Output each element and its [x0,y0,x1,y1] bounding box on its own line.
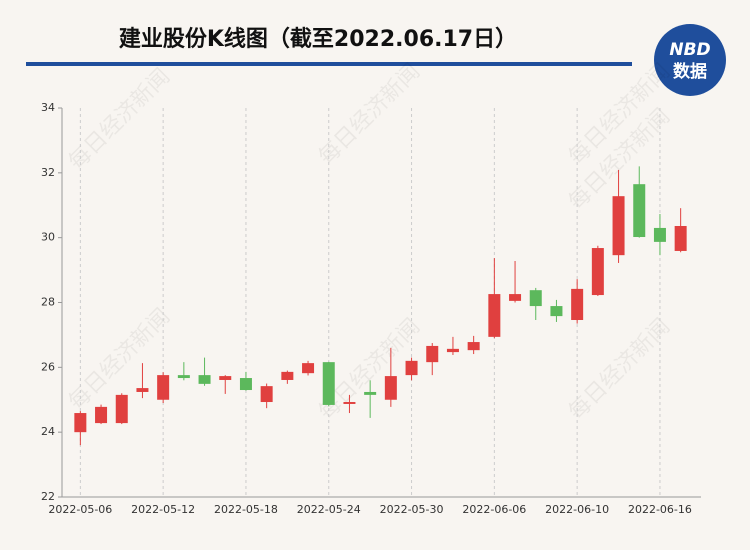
y-tick-label: 22 [41,490,55,503]
candle-body [591,248,604,296]
x-tick-label: 2022-06-10 [545,503,609,516]
candle-body [157,375,170,400]
y-tick-label: 28 [41,296,55,309]
x-tick-label: 2022-06-16 [628,503,692,516]
candle-body [509,294,522,301]
candle-body [219,376,232,380]
title-rule [26,62,632,66]
y-tick-label: 30 [41,231,55,244]
logo-top: NBD [669,40,710,60]
candle-body [198,375,211,384]
candle-body [177,375,190,379]
candle-body [571,288,584,321]
candle-body [550,306,563,317]
candle-body [384,376,397,400]
candle-body [467,342,480,351]
x-tick-label: 2022-05-12 [131,503,195,516]
candle-body [674,225,687,251]
logo [654,24,726,96]
candle-body [529,290,542,307]
candle-body [653,227,666,242]
y-tick-label: 24 [41,425,55,438]
candle-body [612,196,625,256]
candle-body [95,406,108,424]
y-tick-label: 26 [41,360,55,373]
logo-bottom: 数据 [673,61,707,82]
candle-body [343,402,356,404]
candle-body [115,394,128,424]
candle-body [136,388,149,392]
candle-body [446,348,459,353]
candle-body [488,294,501,337]
candle-body [239,378,252,391]
candle-body [364,391,377,395]
candle-body [405,360,418,376]
y-tick-label: 34 [41,101,55,114]
candle-body [260,386,273,403]
x-tick-label: 2022-05-24 [297,503,361,516]
chart-title: 建业股份K线图（截至2022.06.17日） [119,26,517,52]
candle-body [426,345,439,363]
x-tick-label: 2022-05-06 [48,503,112,516]
candle-body [281,371,294,380]
x-tick-label: 2022-05-18 [214,503,278,516]
candle-body [633,184,646,238]
candle-body [74,413,87,433]
x-tick-label: 2022-06-06 [462,503,526,516]
y-tick-label: 32 [41,166,55,179]
x-tick-label: 2022-05-30 [380,503,444,516]
candle-body [302,363,315,374]
candle-body [322,362,335,405]
